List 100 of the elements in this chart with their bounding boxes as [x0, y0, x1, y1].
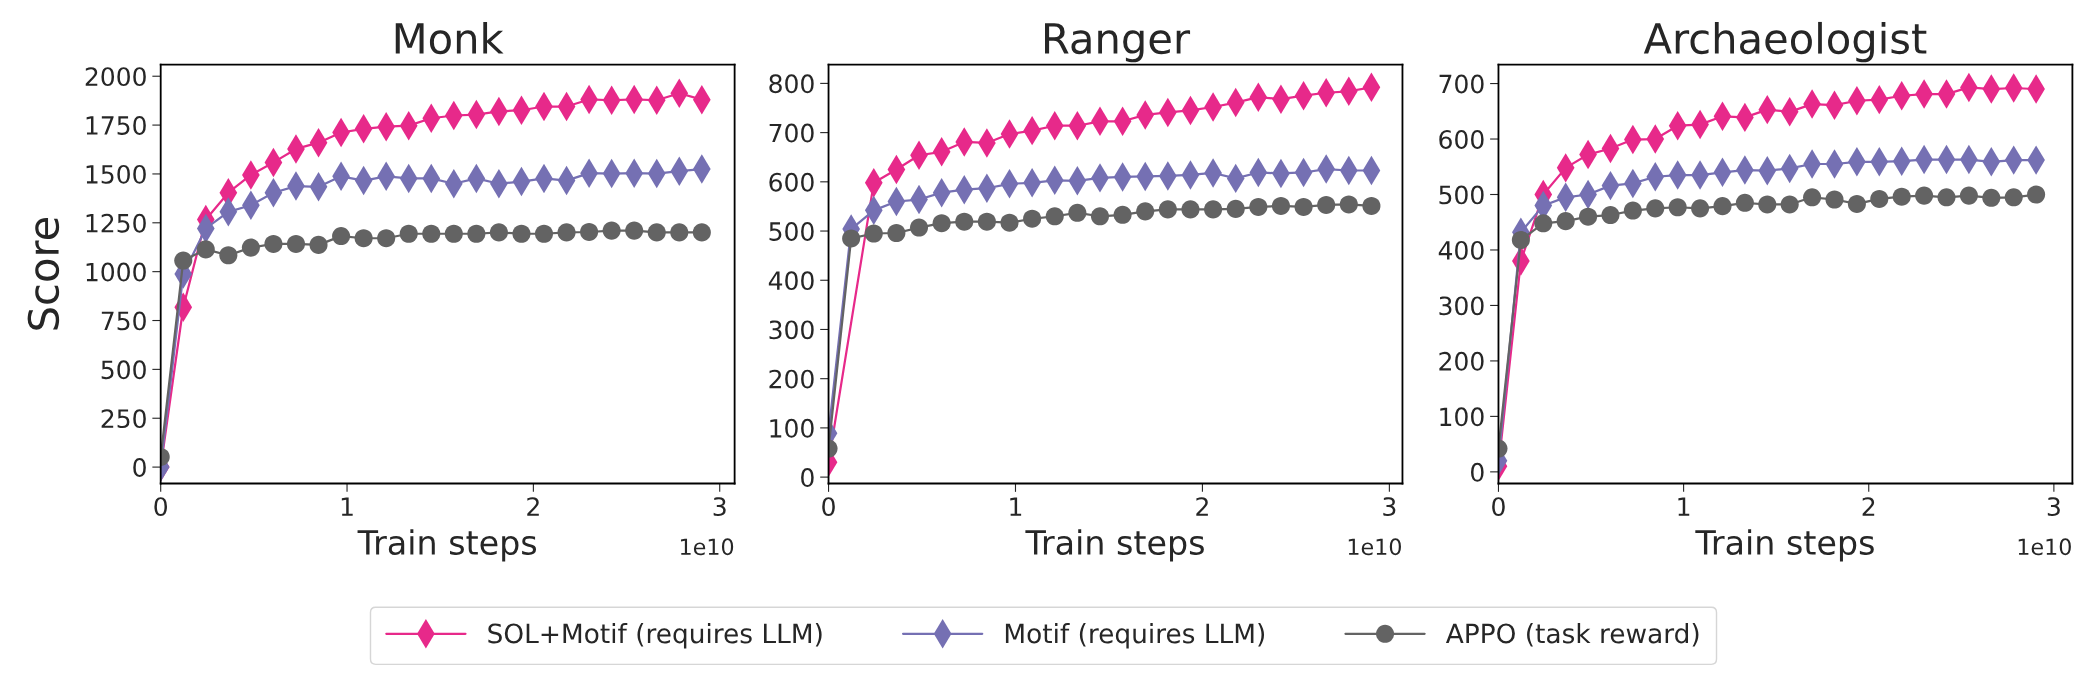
point	[422, 224, 441, 243]
point	[1892, 187, 1911, 206]
y-tick-label: 0	[133, 458, 146, 477]
point	[2004, 188, 2023, 207]
point	[1825, 190, 1844, 209]
x-tick-label: 0	[1492, 497, 1505, 517]
point	[219, 246, 238, 265]
legend-label: APPO (task reward)	[1445, 623, 1699, 647]
point	[196, 240, 215, 259]
legend-label: Motif (requires LLM)	[1005, 623, 1265, 649]
point	[1113, 205, 1132, 224]
y-tick-label: 500	[769, 221, 814, 241]
chart-title: Monk	[395, 21, 504, 55]
point	[1959, 186, 1978, 205]
x-tick-label: 2	[527, 497, 539, 516]
point	[1534, 214, 1553, 233]
point	[1271, 196, 1290, 215]
y-tick-label: 100	[770, 418, 814, 438]
legend-label: SOL+Motif (requires LLM)	[488, 623, 822, 649]
y-tick-label: 200	[1439, 351, 1484, 371]
point	[241, 238, 260, 257]
point	[1803, 188, 1822, 207]
point	[580, 222, 599, 242]
point	[1847, 194, 1866, 213]
point	[354, 229, 373, 248]
y-tick-label: 400	[768, 271, 814, 291]
y-tick-label: 200	[769, 369, 814, 389]
point	[1601, 206, 1620, 225]
point	[1758, 195, 1777, 214]
text: 1e10	[1348, 538, 1401, 556]
point	[887, 223, 906, 243]
y-tick-label: 300	[769, 320, 814, 340]
point	[1623, 201, 1642, 220]
point	[1511, 230, 1530, 250]
point	[670, 223, 689, 242]
point	[1023, 209, 1042, 228]
point	[602, 221, 621, 240]
point	[977, 212, 996, 231]
point	[1713, 197, 1732, 216]
point	[1579, 207, 1598, 226]
point	[1735, 193, 1754, 212]
point	[1691, 199, 1710, 218]
point	[1249, 197, 1268, 216]
x-axis-title: Train steps	[1695, 529, 1874, 562]
text: 1e10	[680, 538, 734, 556]
point	[1870, 189, 1889, 208]
y-tick-label: 500	[1439, 185, 1484, 205]
y-tick-label: 800	[769, 74, 814, 94]
point	[1646, 199, 1665, 218]
y-axis-title: Score	[27, 217, 60, 330]
point	[309, 235, 328, 254]
point	[625, 221, 644, 240]
x-tick-label: 1	[1678, 497, 1690, 516]
point	[286, 234, 306, 253]
point	[1045, 207, 1064, 226]
y-tick-label: 0	[801, 468, 814, 487]
point	[264, 234, 283, 253]
x-tick-label: 0	[154, 497, 167, 517]
y-tick-label: 2000	[85, 67, 146, 87]
point	[1317, 195, 1336, 214]
point	[1362, 196, 1381, 215]
y-tick-label: 400	[1438, 240, 1484, 260]
y-tick-label: 250	[101, 409, 146, 429]
y-tick-label: 0	[1471, 462, 1484, 482]
point	[1000, 213, 1019, 232]
x-tick-label: 1	[1010, 497, 1022, 516]
point	[909, 218, 929, 237]
y-tick-label: 500	[101, 360, 146, 380]
x-tick-label: 3	[2047, 497, 2060, 517]
point	[1204, 200, 1223, 219]
point	[864, 224, 883, 243]
point	[842, 229, 861, 248]
y-tick-label: 750	[101, 311, 146, 331]
point	[489, 223, 508, 242]
x-tick-label: 2	[1196, 497, 1208, 516]
y-tick-label: 600	[769, 172, 814, 192]
point	[1339, 195, 1358, 214]
y-tick-label: 1250	[86, 213, 146, 233]
point	[932, 214, 951, 233]
point	[332, 227, 351, 246]
point	[1090, 207, 1110, 226]
point	[647, 223, 666, 242]
chart-title: Archaeologist	[1643, 21, 1927, 63]
point	[534, 224, 554, 243]
x-tick-label: 3	[713, 497, 726, 517]
x-tick-label: 3	[1383, 497, 1396, 517]
point	[444, 224, 463, 243]
point	[174, 251, 193, 270]
point	[1915, 186, 1934, 205]
point	[1181, 200, 1200, 219]
x-tick-label: 1	[341, 497, 353, 516]
point	[377, 229, 396, 248]
y-tick-label: 700	[769, 123, 814, 143]
x-axis-title: Train steps	[357, 529, 537, 562]
y-tick-label: 600	[1439, 129, 1484, 149]
point	[467, 224, 486, 243]
y-tick-label: 1000	[86, 262, 146, 282]
text: 1e10	[2018, 538, 2071, 556]
point	[1937, 188, 1956, 207]
point	[1982, 188, 2001, 207]
